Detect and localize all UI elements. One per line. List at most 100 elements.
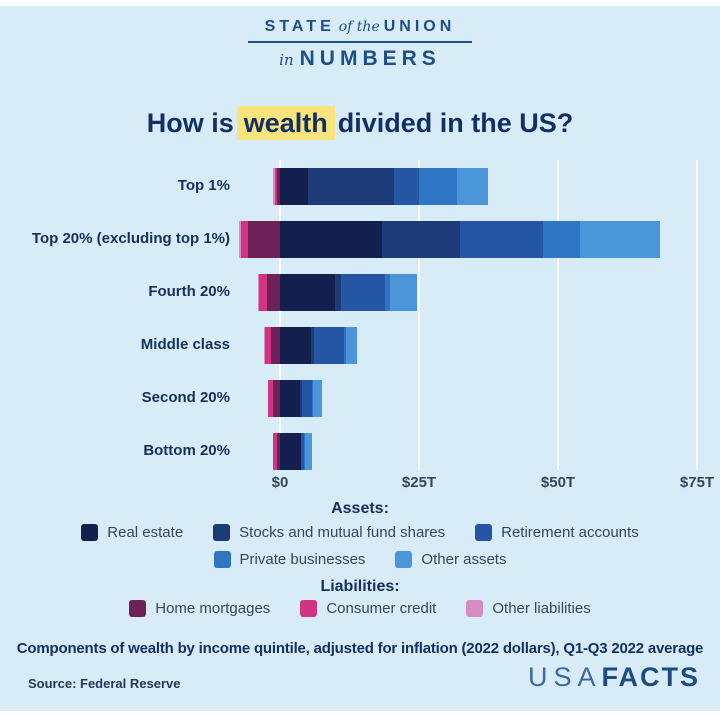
gridline-75T <box>696 160 698 470</box>
bar-segment-real_estate <box>280 221 382 258</box>
liabilities-stack <box>264 327 280 364</box>
gridline-50T <box>557 160 559 470</box>
legend-swatch-home_mortgages <box>129 600 147 617</box>
legend-label: Home mortgages <box>155 600 271 617</box>
bar-segment-stocks <box>300 380 302 417</box>
bar-row <box>0 327 720 364</box>
bar-segment-home_mortgages <box>247 221 280 258</box>
gridline-25T <box>418 160 420 470</box>
bar-segment-other_liabilities <box>272 433 274 470</box>
bar-row <box>0 433 720 470</box>
x-axis-tick-label: $50T <box>540 474 576 491</box>
liabilities-stack <box>238 221 280 258</box>
bar-segment-other_liabilities <box>264 327 265 364</box>
logo-in: in <box>279 51 294 69</box>
bar-segment-other_assets <box>346 327 357 364</box>
bar-segment-stocks <box>381 221 460 258</box>
bar-segment-retirement <box>459 221 543 258</box>
bar-segment-other_assets <box>456 168 488 205</box>
bar-segment-retirement <box>313 327 344 364</box>
bar-segment-private_businesses <box>418 168 457 205</box>
legend-item-other_assets: Other assets <box>395 551 506 568</box>
logo-divider-line <box>248 41 472 43</box>
bar-row <box>0 380 720 417</box>
legend-liabilities-heading: Liabilities: <box>320 578 400 595</box>
bar-segment-home_mortgages <box>267 274 280 311</box>
bar-segment-consumer_credit <box>264 327 272 364</box>
bar-row <box>0 221 720 258</box>
logo-state: STATE <box>264 18 335 35</box>
liabilities-stack <box>272 168 280 205</box>
legend-item-consumer_credit: Consumer credit <box>300 600 436 617</box>
bar-row <box>0 168 720 205</box>
gridline-0 <box>279 160 281 470</box>
legend-swatch-stocks <box>213 524 231 541</box>
x-axis-tick-label: $25T <box>401 474 437 491</box>
bar-segment-home_mortgages <box>277 433 280 470</box>
x-axis-tick-label: $75T <box>679 474 715 491</box>
legend-label: Stocks and mutual fund shares <box>239 524 446 541</box>
bar-segment-private_businesses <box>312 380 314 417</box>
bar-segment-real_estate <box>280 274 336 311</box>
source-label: Source: Federal Reserve <box>28 676 181 691</box>
category-label: Middle class <box>140 336 230 353</box>
page-title: How is wealth divided in the US? <box>0 106 720 140</box>
legend-assets-row-2: Private businesses Other assets <box>0 551 720 568</box>
bar-segment-stocks <box>307 168 394 205</box>
legend-swatch-real_estate <box>81 524 99 541</box>
logo-union: UNION <box>383 18 456 35</box>
bar-segment-other_assets <box>389 274 417 311</box>
legend-item-home_mortgages: Home mortgages <box>129 600 270 617</box>
liabilities-stack <box>267 380 280 417</box>
bar-segment-real_estate <box>280 168 308 205</box>
assets-stack <box>280 221 660 258</box>
bar-segment-consumer_credit <box>268 380 274 417</box>
category-label: Top 20% (excluding top 1%) <box>31 230 230 247</box>
bar-segment-stocks <box>311 327 314 364</box>
assets-stack <box>280 380 323 417</box>
bottom-border-strip <box>0 711 720 718</box>
legend-swatch-consumer_credit <box>300 600 318 617</box>
usafacts-logo-facts: FACTS <box>601 662 700 692</box>
bar-segment-consumer_credit <box>258 274 268 311</box>
top-border-strip <box>0 0 720 6</box>
bar-segment-retirement <box>301 380 313 417</box>
legend-label: Other liabilities <box>492 600 591 617</box>
legend-label: Real estate <box>107 524 184 541</box>
legend-assets-row-1: Real estate Stocks and mutual fund shares… <box>0 524 720 541</box>
legend-item-retirement: Retirement accounts <box>475 524 639 541</box>
assets-stack <box>280 433 313 470</box>
bar-segment-private_businesses <box>384 274 390 311</box>
legend-assets-heading: Assets: <box>331 500 389 517</box>
assets-stack <box>280 274 417 311</box>
category-label: Second 20% <box>141 389 230 406</box>
bar-segment-stocks <box>335 274 341 311</box>
usafacts-logo: USAFACTS <box>528 662 700 693</box>
bar-segment-other_liabilities <box>258 274 259 311</box>
bar-segment-retirement <box>340 274 385 311</box>
legend-item-private_businesses: Private businesses <box>213 551 366 568</box>
bar-segment-real_estate <box>280 433 301 470</box>
bar-segment-private_businesses <box>542 221 580 258</box>
bar-segment-other_liabilities <box>267 380 269 417</box>
bar-segment-consumer_credit <box>273 433 278 470</box>
bar-segment-other_liabilities <box>272 168 275 205</box>
title-suffix: divided in the US? <box>337 108 574 138</box>
bar-segment-retirement <box>301 433 305 470</box>
bar-segment-private_businesses <box>343 327 347 364</box>
bar-segment-other_liabilities <box>238 221 241 258</box>
liabilities-stack <box>258 274 280 311</box>
usafacts-logo-usa: USA <box>527 662 602 692</box>
legend-liabilities-row: Home mortgages Consumer credit Other liabi… <box>0 600 720 617</box>
legend-label: Private businesses <box>239 551 366 568</box>
legend-item-other_liabilities: Other liabilities <box>466 600 591 617</box>
assets-stack <box>280 168 488 205</box>
category-label: Top 1% <box>177 177 230 194</box>
legend-item-real_estate: Real estate <box>81 524 183 541</box>
sotu-logo: STATE of the UNION in NUMBERS <box>0 18 720 71</box>
legend-label: Retirement accounts <box>501 524 639 541</box>
legend-label: Consumer credit <box>326 600 437 617</box>
bar-row <box>0 274 720 311</box>
assets-stack <box>280 327 357 364</box>
